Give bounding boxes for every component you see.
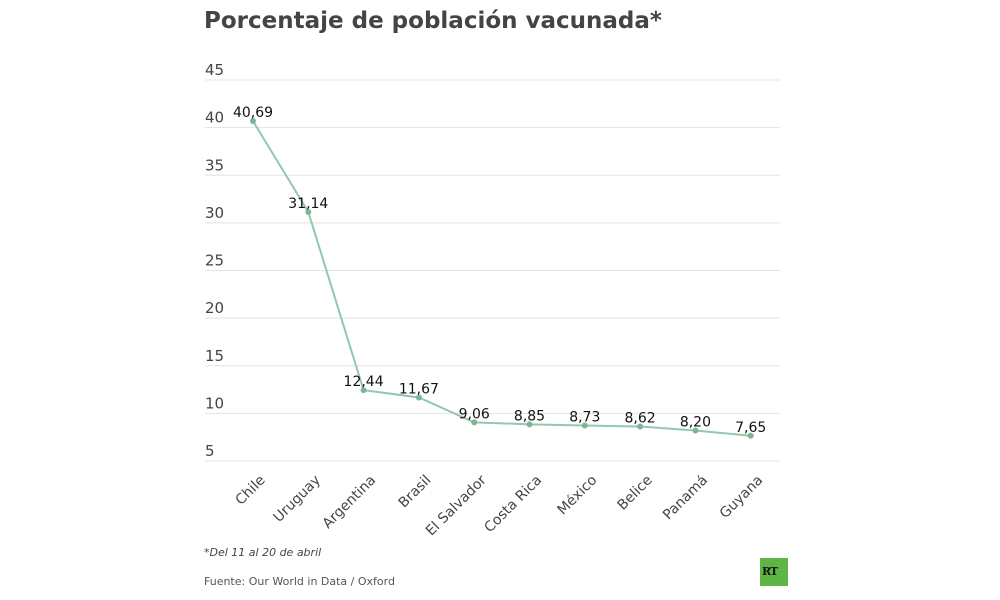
data-point bbox=[581, 422, 588, 429]
data-point bbox=[471, 419, 478, 426]
y-tick-label: 35 bbox=[205, 156, 224, 174]
data-label: 8,62 bbox=[625, 411, 656, 427]
rt-logo: RT bbox=[760, 558, 788, 586]
y-tick-label: 30 bbox=[205, 204, 224, 222]
data-point bbox=[415, 394, 422, 401]
y-tick-label: 5 bbox=[205, 442, 215, 460]
y-tick-label: 40 bbox=[205, 109, 224, 127]
data-point bbox=[250, 118, 256, 125]
x-tick-label: Brasil bbox=[396, 472, 435, 511]
data-label: 11,67 bbox=[399, 381, 439, 397]
y-tick-label: 45 bbox=[205, 61, 224, 79]
data-label: 7,65 bbox=[735, 420, 766, 436]
x-tick-label: México bbox=[555, 472, 601, 518]
data-point bbox=[747, 432, 754, 439]
data-point bbox=[637, 423, 644, 430]
data-label: 9,06 bbox=[459, 406, 490, 422]
chart-title: Porcentaje de población vacunada* bbox=[204, 8, 662, 34]
data-point bbox=[526, 421, 533, 428]
source-text: Fuente: Our World in Data / Oxford bbox=[204, 575, 395, 588]
data-point bbox=[692, 427, 699, 434]
data-label: 31,14 bbox=[288, 196, 328, 212]
y-tick-label: 25 bbox=[205, 252, 224, 270]
data-label: 12,44 bbox=[344, 374, 384, 390]
data-label: 8,20 bbox=[680, 415, 711, 431]
y-tick-label: 20 bbox=[205, 299, 224, 317]
x-tick-label: Argentina bbox=[320, 472, 380, 532]
data-label: 8,73 bbox=[569, 409, 600, 425]
data-label: 40,69 bbox=[233, 105, 273, 121]
x-tick-label: Uruguay bbox=[271, 472, 324, 525]
y-tick-label: 15 bbox=[205, 347, 224, 365]
x-tick-label: Costa Rica bbox=[481, 472, 545, 536]
x-tick-label: Guyana bbox=[717, 472, 767, 522]
x-tick-label: Panamá bbox=[660, 472, 711, 523]
x-tick-label: Belice bbox=[614, 472, 655, 513]
x-tick-label: Chile bbox=[233, 472, 269, 508]
series-line bbox=[252, 120, 751, 437]
data-point bbox=[305, 209, 312, 216]
y-tick-label: 10 bbox=[205, 394, 224, 412]
data-label: 8,85 bbox=[514, 408, 545, 424]
data-point bbox=[360, 387, 367, 394]
footnote: *Del 11 al 20 de abril bbox=[204, 546, 322, 559]
